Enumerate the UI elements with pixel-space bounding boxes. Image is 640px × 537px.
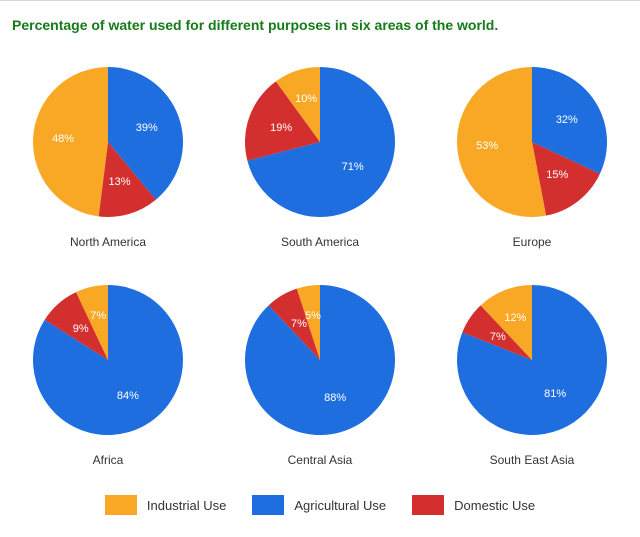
legend-item-industrial: Industrial Use [105, 495, 226, 515]
pie-chart: 84%9%7% [23, 275, 193, 445]
page: Percentage of water used for different p… [0, 0, 640, 535]
pie-caption: North America [70, 235, 146, 249]
legend-swatch [412, 495, 444, 515]
legend: Industrial Use Agricultural Use Domestic U… [12, 495, 628, 515]
legend-swatch [105, 495, 137, 515]
legend-label: Industrial Use [147, 498, 226, 513]
pie-cell: 81%7%12% South East Asia [447, 275, 617, 467]
pie-chart: 81%7%12% [447, 275, 617, 445]
pie-cell: 88%7%5% Central Asia [235, 275, 405, 467]
pie-cell: 84%9%7% Africa [23, 275, 193, 467]
pie-caption: Europe [513, 235, 552, 249]
legend-item-domestic: Domestic Use [412, 495, 535, 515]
legend-swatch [252, 495, 284, 515]
pie-caption: Africa [93, 453, 124, 467]
pie-slice-industrial [33, 67, 108, 216]
legend-label: Agricultural Use [294, 498, 386, 513]
pie-caption: Central Asia [288, 453, 353, 467]
pie-cell: 32%15%53% Europe [447, 57, 617, 249]
pie-cell: 39%13%48% North America [23, 57, 193, 249]
pie-caption: South America [281, 235, 359, 249]
pie-chart: 71%19%10% [235, 57, 405, 227]
pie-chart: 88%7%5% [235, 275, 405, 445]
pie-chart: 39%13%48% [23, 57, 193, 227]
charts-grid: 39%13%48% North America 71%19%10% South Ame… [12, 57, 628, 467]
legend-label: Domestic Use [454, 498, 535, 513]
pie-caption: South East Asia [490, 453, 575, 467]
pie-cell: 71%19%10% South America [235, 57, 405, 249]
page-title: Percentage of water used for different p… [12, 17, 628, 33]
pie-chart: 32%15%53% [447, 57, 617, 227]
legend-item-agricultural: Agricultural Use [252, 495, 386, 515]
